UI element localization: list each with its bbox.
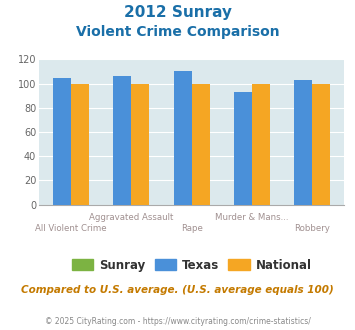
Bar [312, 83, 331, 205]
Bar [252, 83, 270, 205]
Text: Murder & Mans...: Murder & Mans... [215, 213, 289, 222]
Bar [294, 80, 312, 205]
Text: © 2025 CityRating.com - https://www.cityrating.com/crime-statistics/: © 2025 CityRating.com - https://www.city… [45, 317, 310, 326]
Bar [192, 83, 210, 205]
Legend: Sunray, Texas, National: Sunray, Texas, National [67, 254, 316, 277]
Bar [71, 83, 89, 205]
Text: Compared to U.S. average. (U.S. average equals 100): Compared to U.S. average. (U.S. average … [21, 285, 334, 295]
Text: Robbery: Robbery [294, 224, 330, 233]
Bar [113, 76, 131, 205]
Text: Aggravated Assault: Aggravated Assault [89, 213, 174, 222]
Text: 2012 Sunray: 2012 Sunray [124, 5, 231, 20]
Bar [53, 78, 71, 205]
Bar [234, 92, 252, 205]
Text: Rape: Rape [181, 224, 203, 233]
Bar [131, 83, 149, 205]
Bar [174, 72, 192, 205]
Text: All Violent Crime: All Violent Crime [35, 224, 107, 233]
Text: Violent Crime Comparison: Violent Crime Comparison [76, 25, 279, 39]
